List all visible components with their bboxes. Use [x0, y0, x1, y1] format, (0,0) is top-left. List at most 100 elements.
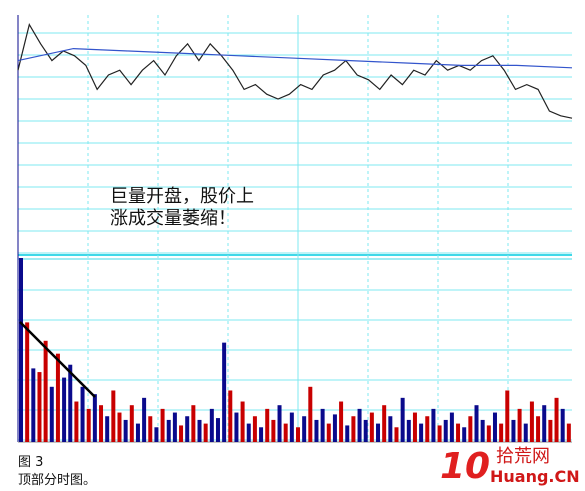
volume-bar	[449, 412, 454, 442]
volume-bar	[412, 412, 417, 442]
volume-bar	[542, 405, 547, 442]
volume-bar	[486, 425, 491, 442]
volume-bar	[228, 390, 233, 442]
volume-bar	[271, 419, 276, 442]
volume-bar	[388, 416, 393, 442]
volume-bar	[55, 353, 60, 442]
volume-bar	[554, 397, 559, 442]
volume-bar	[480, 419, 485, 442]
volume-bar	[203, 423, 208, 442]
volume-bar	[117, 412, 122, 442]
volume-bar	[135, 423, 140, 442]
volume-bar	[197, 419, 202, 442]
volume-bar	[369, 412, 374, 442]
volume-bar	[92, 394, 97, 442]
volume-bar	[154, 427, 159, 442]
volume-bar	[99, 405, 104, 442]
volume-bar	[474, 405, 479, 442]
annotation: 涨成交量萎缩！	[110, 208, 236, 229]
volume-bar	[25, 322, 30, 442]
volume-bar	[296, 427, 301, 442]
logo: 10	[440, 446, 490, 487]
volume-bar	[172, 412, 177, 442]
volume-bar	[400, 397, 405, 442]
volume-bar	[86, 408, 91, 442]
price-line	[17, 23, 573, 119]
volume-bar	[462, 427, 467, 442]
volume-bar	[209, 408, 214, 442]
volume-bar	[308, 386, 313, 442]
volume-bar	[443, 419, 448, 442]
volume-bar	[129, 405, 134, 442]
volume-bar	[560, 408, 565, 442]
volume-bar	[419, 423, 424, 442]
volume-bar	[265, 408, 270, 442]
volume-bar	[252, 416, 257, 442]
volume-bar	[326, 423, 331, 442]
annotation: 巨量开盘，股价上	[110, 186, 254, 207]
volume-bar	[222, 342, 227, 442]
volume-bar	[320, 408, 325, 442]
volume-bar	[80, 386, 85, 442]
volume-bar	[179, 425, 184, 442]
volume-bar	[332, 414, 337, 442]
caption: 顶部分时图。	[18, 473, 96, 488]
volume-bar	[277, 405, 282, 442]
volume-bar	[142, 397, 147, 442]
volume-bar	[215, 418, 220, 442]
caption: 图 3	[18, 455, 43, 470]
volume-bar	[62, 377, 67, 442]
volume-bar	[363, 419, 368, 442]
site-name: 拾荒网	[496, 446, 550, 467]
volume-bar	[74, 401, 79, 442]
site-url: Huang.CN	[490, 467, 580, 486]
volume-bar	[523, 423, 528, 442]
volume-bar	[529, 401, 534, 442]
volume-bar	[148, 416, 153, 442]
volume-bar	[234, 412, 239, 442]
volume-bar	[289, 412, 294, 442]
trend-line	[19, 321, 96, 398]
volume-bar	[406, 419, 411, 442]
volume-bar	[185, 416, 190, 442]
volume-bar	[259, 427, 264, 442]
volume-bar	[191, 405, 196, 442]
volume-bar	[517, 408, 522, 442]
volume-bar	[382, 405, 387, 442]
grid	[17, 15, 572, 443]
volume-bar	[566, 423, 571, 442]
volume-bar	[437, 425, 442, 442]
volume-bar	[246, 423, 251, 442]
volume-bar	[548, 419, 553, 442]
price-line	[17, 47, 573, 69]
volume-bar	[283, 423, 288, 442]
volume-bar	[111, 390, 116, 442]
volume-bar	[499, 423, 504, 442]
volume-bar	[431, 408, 436, 442]
volume-bar	[37, 372, 42, 442]
volume-bar	[394, 427, 399, 442]
volume-bar	[425, 416, 430, 442]
volume-bar	[536, 416, 541, 442]
volume-bar	[492, 412, 497, 442]
volume-bar	[376, 423, 381, 442]
volume-bar	[302, 416, 307, 442]
volume-bar	[456, 423, 461, 442]
volume-bar	[351, 416, 356, 442]
volume-bar	[240, 401, 245, 442]
volume-bar	[123, 419, 128, 442]
volume-bar	[314, 419, 319, 442]
volume-bar	[105, 416, 110, 442]
volume-bar	[19, 258, 24, 442]
volume-bar	[166, 419, 171, 442]
volume-bar	[339, 401, 344, 442]
volume-bar	[43, 340, 48, 442]
volume-bar	[49, 386, 54, 442]
volume-bar	[357, 408, 362, 442]
volume-bar	[31, 368, 36, 442]
volume-bar	[511, 419, 516, 442]
volume-bar	[68, 364, 73, 442]
volume-bar	[505, 390, 510, 442]
volume-bar	[468, 416, 473, 442]
